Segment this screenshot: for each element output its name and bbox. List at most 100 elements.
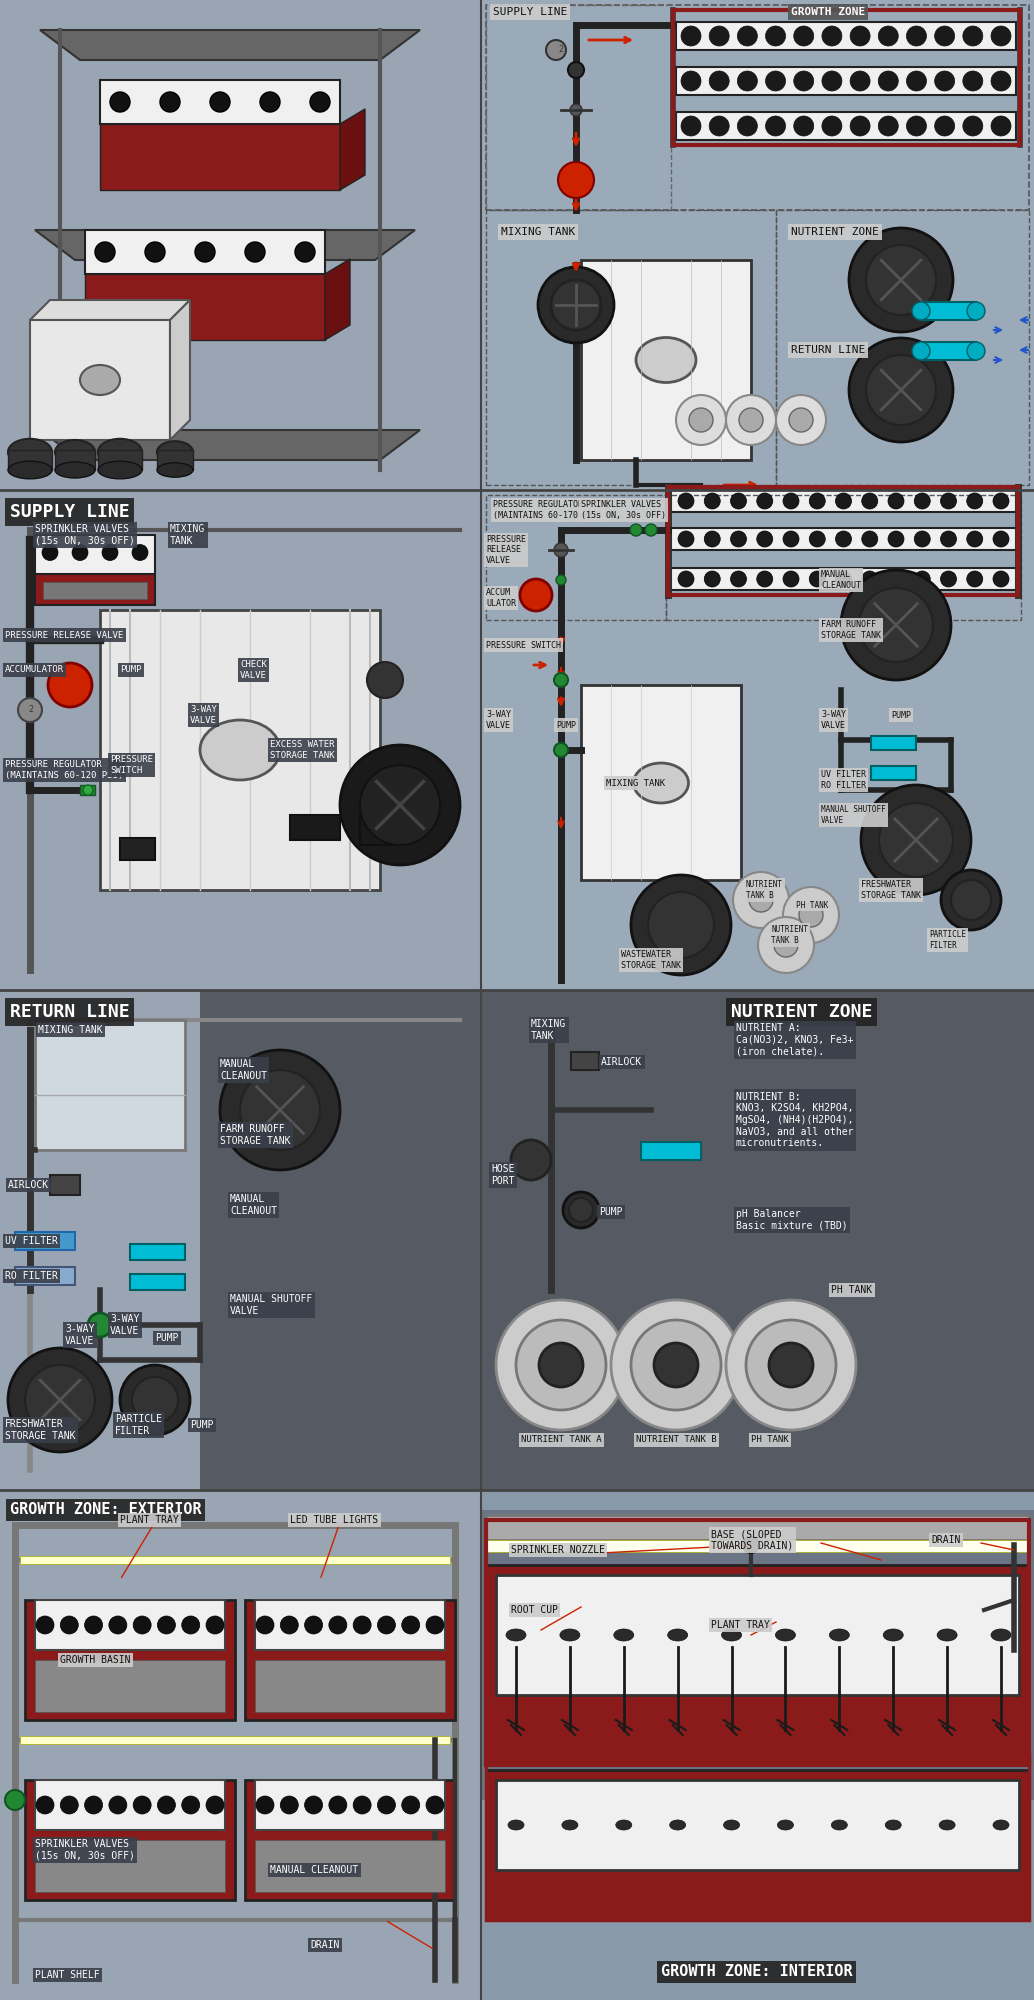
Circle shape bbox=[776, 396, 826, 446]
Bar bbox=[871, 766, 916, 780]
Circle shape bbox=[709, 70, 729, 90]
Circle shape bbox=[539, 1344, 583, 1388]
Bar bbox=[200, 990, 481, 1490]
Bar bbox=[245, 1780, 455, 1900]
Text: DRAIN: DRAIN bbox=[310, 1940, 339, 1950]
Text: NUTRIENT
TANK B: NUTRIENT TANK B bbox=[746, 880, 783, 900]
Text: ACCUM
ULATOR: ACCUM ULATOR bbox=[486, 588, 516, 608]
Circle shape bbox=[746, 1320, 837, 1410]
Bar bbox=[481, 1490, 1034, 2000]
Circle shape bbox=[730, 572, 747, 588]
Text: PUMP: PUMP bbox=[155, 1332, 179, 1344]
Circle shape bbox=[951, 880, 991, 920]
Circle shape bbox=[245, 242, 265, 262]
Circle shape bbox=[914, 530, 931, 546]
Ellipse shape bbox=[98, 462, 142, 478]
Circle shape bbox=[60, 1616, 79, 1634]
Bar bbox=[35, 1020, 185, 1150]
Text: MIXING TANK: MIXING TANK bbox=[501, 226, 575, 236]
Bar bbox=[571, 1052, 599, 1070]
Circle shape bbox=[8, 1348, 112, 1452]
Bar bbox=[921, 302, 976, 320]
Text: 3-WAY
VALVE: 3-WAY VALVE bbox=[110, 1314, 140, 1336]
Circle shape bbox=[783, 888, 839, 944]
Circle shape bbox=[305, 1796, 323, 1814]
Polygon shape bbox=[40, 430, 420, 460]
Bar bbox=[666, 494, 1021, 620]
Bar bbox=[50, 1174, 80, 1194]
Text: PUMP: PUMP bbox=[556, 720, 576, 730]
Circle shape bbox=[83, 784, 93, 794]
Text: DRAIN: DRAIN bbox=[931, 1536, 961, 1544]
Circle shape bbox=[520, 580, 552, 612]
Circle shape bbox=[681, 116, 701, 136]
Text: GROWTH ZONE: INTERIOR: GROWTH ZONE: INTERIOR bbox=[661, 1964, 853, 1980]
Circle shape bbox=[195, 242, 215, 262]
Circle shape bbox=[645, 524, 657, 536]
Circle shape bbox=[850, 70, 870, 90]
Bar bbox=[80, 784, 95, 794]
Circle shape bbox=[794, 116, 814, 136]
Bar bbox=[35, 574, 155, 604]
Circle shape bbox=[72, 544, 88, 560]
Circle shape bbox=[558, 162, 594, 198]
Circle shape bbox=[991, 116, 1011, 136]
Circle shape bbox=[60, 1796, 79, 1814]
Circle shape bbox=[935, 70, 954, 90]
Circle shape bbox=[967, 342, 985, 360]
Circle shape bbox=[888, 492, 904, 508]
Circle shape bbox=[991, 70, 1011, 90]
Circle shape bbox=[704, 492, 721, 508]
Circle shape bbox=[568, 62, 584, 78]
Ellipse shape bbox=[776, 1628, 795, 1640]
Circle shape bbox=[653, 1344, 698, 1388]
Circle shape bbox=[822, 70, 842, 90]
Circle shape bbox=[310, 92, 330, 112]
Circle shape bbox=[709, 26, 729, 46]
Ellipse shape bbox=[724, 1820, 739, 1830]
Bar bbox=[110, 140, 330, 180]
Bar bbox=[35, 1840, 225, 1892]
Bar bbox=[486, 1770, 1029, 1920]
Circle shape bbox=[967, 492, 982, 508]
Bar bbox=[360, 816, 400, 844]
Circle shape bbox=[935, 26, 954, 46]
Circle shape bbox=[554, 672, 568, 688]
Circle shape bbox=[260, 92, 280, 112]
Text: FRESHWATER
STORAGE TANK: FRESHWATER STORAGE TANK bbox=[861, 880, 921, 900]
Circle shape bbox=[160, 92, 180, 112]
Circle shape bbox=[912, 302, 930, 320]
Bar bbox=[481, 490, 1034, 990]
Bar bbox=[676, 66, 1016, 94]
Circle shape bbox=[206, 1796, 224, 1814]
Text: 3-WAY
VALVE: 3-WAY VALVE bbox=[486, 710, 511, 730]
Text: AIRLOCK: AIRLOCK bbox=[8, 1180, 50, 1190]
Circle shape bbox=[757, 530, 772, 546]
Text: NUTRIENT
TANK B: NUTRIENT TANK B bbox=[771, 926, 808, 944]
Circle shape bbox=[835, 492, 852, 508]
Circle shape bbox=[835, 572, 852, 588]
Text: NUTRIENT B:
KNO3, K2SO4, KH2PO4,
MgSO4, (NH4)(H2PO4),
NaVO3, and all other
micro: NUTRIENT B: KNO3, K2SO4, KH2PO4, MgSO4, … bbox=[736, 1092, 853, 1148]
Circle shape bbox=[402, 1616, 420, 1634]
Ellipse shape bbox=[937, 1628, 957, 1640]
Text: PARTICLE
FILTER: PARTICLE FILTER bbox=[115, 1414, 162, 1436]
Text: PH TANK: PH TANK bbox=[796, 900, 828, 910]
Text: PUMP: PUMP bbox=[190, 1420, 213, 1430]
Text: NUTRIENT ZONE: NUTRIENT ZONE bbox=[731, 1004, 873, 1020]
Text: FRESHWATER
STORAGE TANK: FRESHWATER STORAGE TANK bbox=[5, 1420, 75, 1440]
Circle shape bbox=[182, 1616, 200, 1634]
Circle shape bbox=[758, 916, 814, 974]
Circle shape bbox=[941, 492, 956, 508]
Circle shape bbox=[546, 40, 566, 60]
Circle shape bbox=[551, 280, 601, 330]
Circle shape bbox=[757, 572, 772, 588]
Circle shape bbox=[648, 892, 714, 958]
Polygon shape bbox=[30, 300, 190, 320]
Circle shape bbox=[726, 1300, 856, 1430]
Circle shape bbox=[850, 116, 870, 136]
Bar bbox=[43, 582, 147, 600]
Circle shape bbox=[810, 492, 825, 508]
Ellipse shape bbox=[670, 1820, 686, 1830]
Bar bbox=[130, 1244, 185, 1260]
Text: MANUAL SHUTOFF
VALVE: MANUAL SHUTOFF VALVE bbox=[821, 806, 886, 824]
